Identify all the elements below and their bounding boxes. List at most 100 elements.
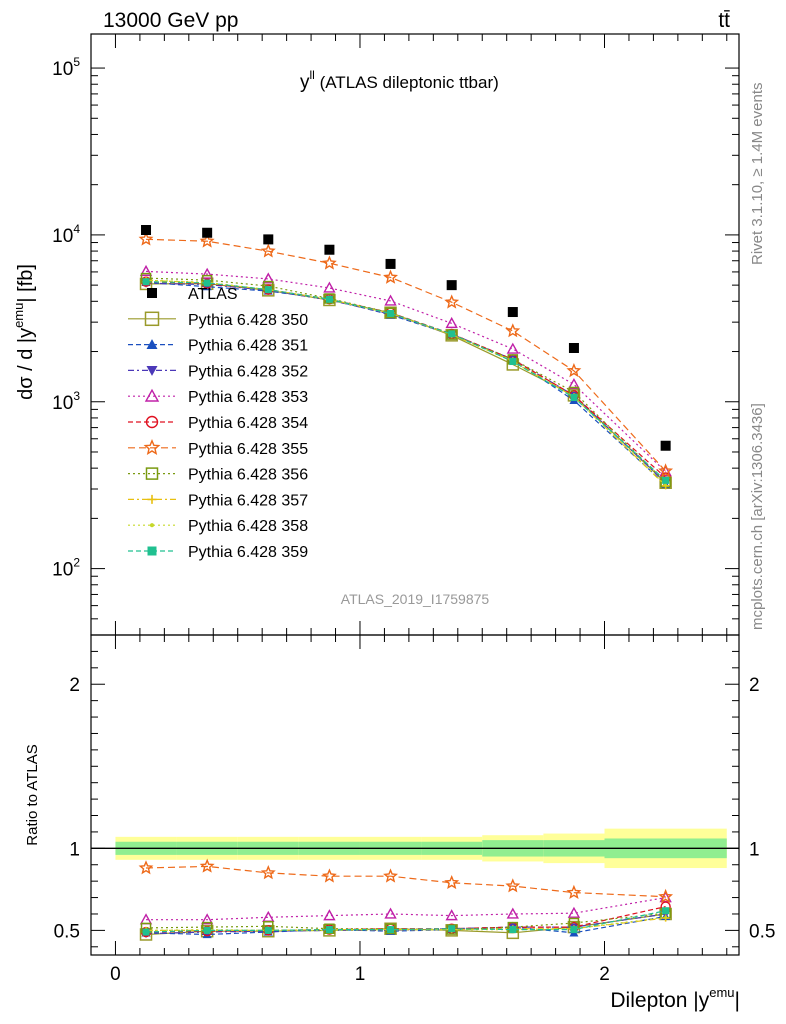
ratio-point (662, 907, 670, 915)
ratio-series-4 (139, 891, 672, 925)
ratio-point (264, 926, 272, 934)
series-point (384, 294, 397, 306)
legend-marker (145, 415, 159, 429)
series-point (662, 476, 670, 484)
series-point (658, 463, 674, 478)
ratio-tick-label-right: 0.5 (749, 921, 775, 942)
legend-entry-7: Pythia 6.428 356 (128, 467, 308, 484)
series-10 (142, 278, 670, 484)
series-point (142, 278, 150, 286)
ratio-line (145, 912, 666, 931)
plot-title: yll (ATLAS dileptonic ttbar) (300, 68, 499, 93)
ratio-series-1 (139, 907, 672, 941)
legend-label: Pythia 6.428 354 (188, 415, 308, 432)
series-point (323, 281, 336, 293)
legend-entry-8: Pythia 6.428 357 (128, 492, 308, 509)
ratio-point (199, 858, 215, 873)
ratio-point (658, 888, 674, 904)
data-point (660, 440, 671, 451)
series-point (445, 316, 458, 329)
legend-label: Pythia 6.428 356 (188, 467, 308, 484)
series-point (199, 233, 215, 248)
ratio-point (203, 926, 211, 934)
series-6 (138, 231, 674, 478)
legend-marker (145, 467, 159, 480)
legend-entry-10: Pythia 6.428 359 (128, 544, 308, 561)
ratio-point (322, 868, 337, 883)
ratio-line (146, 917, 666, 932)
series-point (570, 393, 578, 401)
ratio-point (570, 926, 578, 934)
legend-marker (146, 366, 158, 376)
ratio-point (505, 878, 521, 893)
legend-marker (149, 523, 155, 528)
legend-marker (146, 339, 158, 349)
legend-label: Pythia 6.428 355 (188, 441, 308, 458)
ratio-point (142, 928, 150, 936)
series-line (145, 270, 667, 473)
series-point (505, 323, 521, 338)
ratio-point (325, 926, 333, 934)
data-series (141, 225, 671, 451)
ratio-tick-label-right: 1 (749, 839, 760, 860)
series-point (260, 243, 276, 258)
legend-marker (147, 494, 157, 504)
ratio-point (138, 860, 154, 875)
legend: ATLAS Pythia 6.428 350 Pythia 6.428 351 Pyt… (128, 286, 308, 561)
ratio-point (506, 907, 520, 919)
ratio-line (146, 897, 666, 921)
ratio-point (385, 923, 396, 934)
legend-data-marker (147, 288, 157, 298)
series-point (383, 269, 399, 284)
ratio-tick-label-left: 2 (69, 675, 80, 696)
series-point (566, 362, 582, 378)
series-point (139, 264, 153, 277)
y-tick-label: 102 (52, 556, 80, 581)
ratio-point (445, 909, 458, 921)
ratio-point (384, 907, 397, 919)
legend-entry-5: Pythia 6.428 354 (128, 415, 308, 432)
series-line (145, 277, 667, 483)
series-point (200, 267, 214, 279)
process-label: tt̄ (718, 9, 730, 32)
legend-label: Pythia 6.428 351 (188, 338, 308, 355)
legend-label: Pythia 6.428 358 (188, 518, 308, 535)
energy-label: 13000 GeV pp (103, 9, 238, 32)
legend-marker (143, 439, 161, 455)
ratio-line (145, 910, 666, 933)
data-point (263, 234, 274, 245)
legend-entry-9: Pythia 6.428 358 (128, 518, 308, 535)
series-point (444, 294, 460, 309)
legend-label: Pythia 6.428 359 (188, 544, 308, 561)
series-4 (139, 264, 672, 477)
y-tick-label: 104 (52, 222, 80, 247)
series-point (264, 286, 272, 294)
ratio-point (567, 906, 581, 918)
x-tick-label: 2 (599, 964, 610, 985)
ratio-line (145, 906, 666, 933)
series-point (509, 358, 517, 366)
legend-label: Pythia 6.428 350 (188, 312, 308, 329)
ratio-series-10 (142, 907, 670, 936)
x-tick-label: 0 (110, 964, 121, 985)
series-line (145, 281, 667, 481)
series-point (664, 483, 668, 487)
legend-marker (144, 311, 160, 327)
series-point (322, 255, 337, 270)
legend-label: Pythia 6.428 353 (188, 389, 308, 406)
ratio-point (323, 909, 336, 921)
ratio-point (260, 865, 276, 880)
legend-entry-2: Pythia 6.428 351 (128, 338, 308, 355)
ratio-point (200, 913, 214, 925)
ratio-series-6 (138, 858, 674, 904)
ratio-tick-labels: 0.5 0.5 1 1 2 2 (54, 675, 776, 942)
legend-marker (144, 388, 160, 402)
ratio-point (383, 868, 399, 883)
ratio-point (448, 925, 456, 933)
ratio-line (145, 865, 666, 898)
x-axis-label: Dilepton |yemu| (610, 985, 740, 1012)
series-point (448, 330, 456, 338)
data-point (568, 342, 579, 353)
ratio-point (566, 884, 582, 900)
